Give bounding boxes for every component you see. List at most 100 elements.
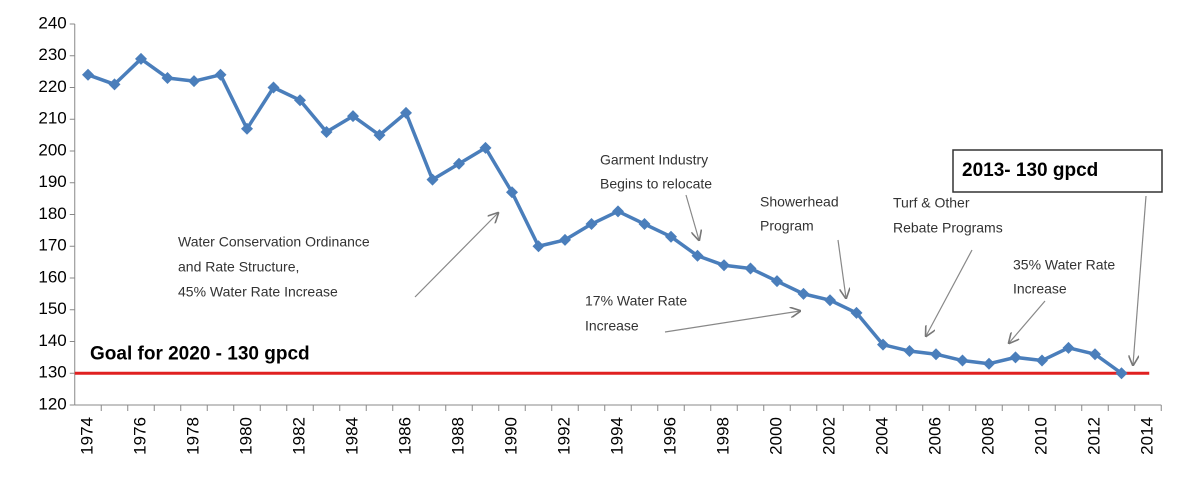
data-point	[320, 125, 333, 138]
data-point	[135, 52, 147, 65]
annotation: Program	[760, 218, 814, 234]
y-tick-label: 220	[38, 77, 66, 96]
annotation: Showerhead	[760, 194, 839, 210]
annotation-arrows	[414, 194, 1147, 365]
x-tick-label: 2010	[1031, 417, 1050, 455]
annotation: Turf & Other	[893, 195, 970, 211]
x-tick-label: 1982	[289, 417, 308, 455]
data-point	[930, 348, 942, 361]
data-point	[1009, 351, 1022, 364]
arrow	[1133, 195, 1147, 365]
data-point	[532, 240, 545, 253]
data-point	[771, 275, 783, 288]
annotation: 17% Water Rate	[585, 293, 687, 309]
arrow	[837, 239, 846, 298]
data-point	[506, 186, 518, 199]
annotation: Rebate Programs	[893, 220, 1003, 236]
y-tick-label: 190	[38, 172, 66, 191]
x-tick-label: 2004	[872, 417, 891, 455]
data-point	[665, 230, 677, 243]
data-point	[559, 233, 571, 246]
data-point	[161, 71, 174, 84]
y-tick-label: 120	[38, 394, 66, 413]
data-point	[903, 345, 916, 358]
data-point	[453, 157, 465, 170]
arrow	[414, 213, 498, 298]
data-point	[718, 259, 730, 272]
callout-box	[952, 149, 1163, 193]
data-point	[1115, 367, 1128, 380]
data-point	[691, 249, 704, 262]
arrow	[685, 194, 699, 240]
data-point	[983, 357, 995, 370]
y-tick-label: 240	[38, 13, 66, 32]
data-point	[638, 218, 651, 231]
data-point	[267, 81, 280, 94]
y-tick-label: 230	[38, 45, 66, 64]
arrow	[926, 249, 973, 336]
data-point	[877, 338, 889, 351]
x-tick-label: 1980	[236, 417, 255, 455]
x-tick-label: 2006	[925, 417, 944, 455]
annotation: Begins to relocate	[600, 176, 712, 192]
arrow	[1009, 300, 1046, 343]
arrow	[664, 311, 800, 333]
x-tick-label: 1976	[130, 417, 149, 455]
data-point	[956, 354, 969, 367]
annotation: 45% Water Rate Increase	[178, 284, 338, 300]
x-tick-label: 1998	[713, 417, 732, 455]
data-point	[188, 75, 200, 88]
goal-label: Goal for 2020 - 130 gpcd	[90, 343, 310, 364]
x-tick-label: 2014	[1137, 417, 1156, 455]
x-tick-label: 2012	[1084, 417, 1103, 455]
data-point	[373, 129, 386, 142]
data-point	[108, 78, 121, 91]
x-tick-label: 1988	[448, 417, 467, 455]
x-tick-label: 1992	[554, 417, 573, 455]
data-point	[1062, 341, 1075, 354]
x-tick-label: 1994	[607, 417, 626, 455]
data-point	[82, 68, 94, 81]
y-tick-label: 180	[38, 204, 66, 223]
x-tick-label: 1986	[395, 417, 414, 455]
data-point	[585, 218, 598, 231]
y-tick-label: 130	[38, 363, 66, 382]
data-point	[241, 122, 253, 135]
data-point	[744, 262, 757, 275]
annotation: Increase	[585, 318, 639, 334]
data-point	[400, 106, 412, 119]
data-point	[612, 205, 624, 218]
data-point	[1089, 348, 1101, 361]
data-point	[214, 68, 227, 81]
annotation: Increase	[1013, 281, 1067, 297]
data-point	[294, 94, 306, 107]
x-tick-label: 2000	[766, 417, 785, 455]
data-point	[850, 306, 863, 319]
data-point	[797, 287, 810, 300]
data-point	[824, 294, 836, 307]
annotation: and Rate Structure,	[178, 259, 299, 275]
annotation: 2013- 130 gpcd	[962, 160, 1098, 181]
x-tick-label: 2008	[978, 417, 997, 455]
x-tick-label: 1978	[183, 417, 202, 455]
data-point	[1036, 354, 1048, 367]
x-tick-label: 1990	[501, 417, 520, 455]
x-tick-label: 1984	[342, 417, 361, 455]
y-tick-label: 200	[38, 140, 66, 159]
y-tick-label: 170	[38, 236, 66, 255]
annotation: 35% Water Rate	[1013, 257, 1115, 273]
x-tick-label: 1996	[660, 417, 679, 455]
data-point	[426, 173, 439, 186]
data-point	[479, 141, 492, 154]
annotation: Garment Industry	[600, 152, 708, 168]
y-tick-label: 210	[38, 109, 66, 128]
y-tick-label: 140	[38, 331, 66, 350]
x-tick-label: 2002	[819, 417, 838, 455]
data-point	[347, 110, 359, 123]
y-tick-label: 160	[38, 267, 66, 286]
y-tick-label: 150	[38, 299, 66, 318]
annotation: Water Conservation Ordinance	[178, 234, 370, 250]
series-line	[87, 57, 1123, 375]
